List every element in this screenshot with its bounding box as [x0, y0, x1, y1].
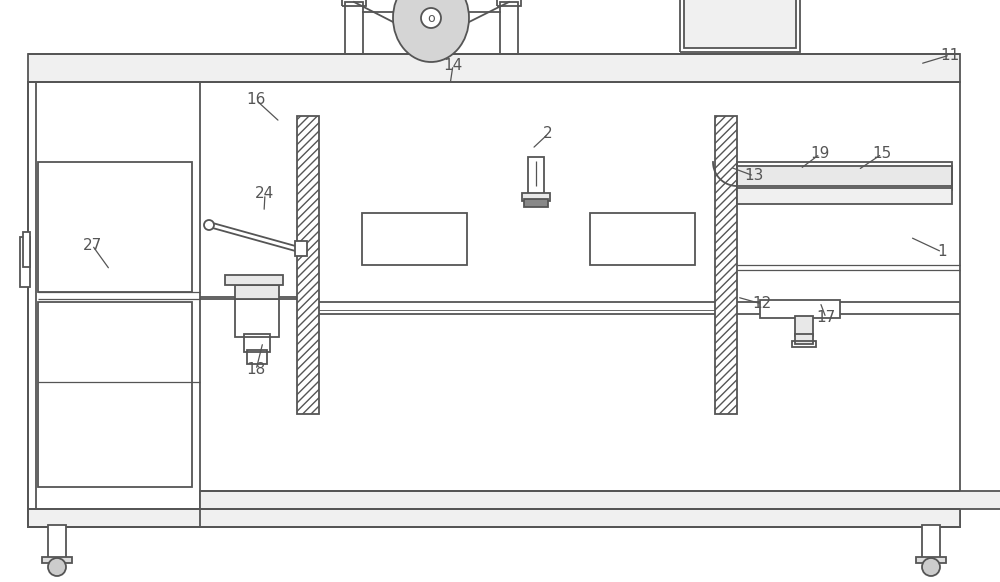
Bar — [522, 193, 550, 201]
Text: 1: 1 — [937, 244, 947, 260]
Bar — [795, 316, 813, 336]
Bar — [345, 2, 363, 54]
Text: 19: 19 — [810, 147, 830, 161]
Bar — [916, 557, 946, 563]
Text: o: o — [427, 12, 435, 24]
Bar — [23, 232, 30, 267]
Circle shape — [48, 558, 66, 576]
Bar — [295, 241, 307, 256]
Bar — [28, 82, 200, 527]
Text: 13: 13 — [744, 169, 764, 183]
Bar — [760, 300, 840, 318]
Bar — [247, 350, 267, 364]
Bar — [20, 237, 30, 287]
Text: 27: 27 — [82, 237, 102, 253]
Bar — [715, 116, 737, 414]
Bar — [42, 557, 72, 563]
Circle shape — [922, 558, 940, 576]
Bar — [235, 299, 279, 337]
Bar — [792, 341, 816, 347]
Bar — [737, 188, 952, 204]
Bar — [28, 82, 960, 527]
Text: 2: 2 — [543, 126, 553, 141]
Circle shape — [421, 8, 441, 28]
Text: 14: 14 — [443, 58, 463, 73]
Bar — [200, 491, 1000, 509]
Text: 12: 12 — [752, 296, 772, 311]
Bar — [680, 0, 800, 52]
Bar — [297, 116, 319, 414]
Text: 18: 18 — [246, 363, 266, 378]
Circle shape — [204, 220, 214, 230]
Ellipse shape — [393, 0, 469, 62]
Bar — [795, 334, 813, 344]
Text: 11: 11 — [940, 48, 960, 62]
Bar — [362, 213, 467, 265]
Bar — [235, 285, 279, 299]
Bar — [225, 275, 283, 285]
Bar — [497, 0, 521, 6]
Bar — [922, 525, 940, 559]
Bar — [737, 162, 952, 190]
Bar — [38, 302, 192, 487]
Bar — [48, 525, 66, 559]
Text: 16: 16 — [246, 93, 266, 108]
Bar — [737, 166, 952, 186]
Bar — [528, 157, 544, 197]
Text: 15: 15 — [872, 147, 892, 161]
Text: 17: 17 — [816, 311, 836, 325]
Bar — [524, 199, 548, 207]
Bar — [244, 334, 270, 352]
Bar — [28, 509, 960, 527]
Bar — [28, 54, 960, 82]
Bar — [590, 213, 695, 265]
Bar — [684, 0, 796, 48]
Bar — [500, 2, 518, 54]
Bar — [342, 0, 366, 6]
Bar — [38, 162, 192, 292]
Text: 24: 24 — [255, 186, 275, 201]
